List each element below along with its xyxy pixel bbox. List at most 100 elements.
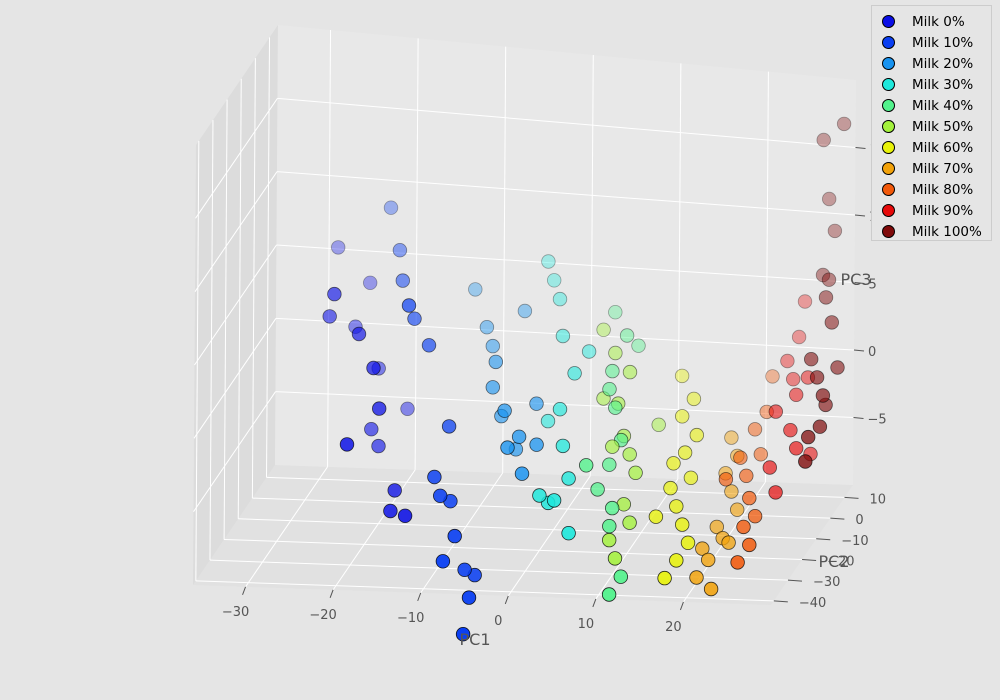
x-tick-mark: [592, 598, 597, 608]
legend-marker: [882, 15, 895, 28]
data-point: [392, 242, 408, 258]
data-point: [768, 404, 784, 419]
data-point: [468, 282, 483, 297]
data-point: [827, 223, 843, 239]
data-point: [608, 345, 623, 361]
z-tick-label: 5: [869, 278, 877, 293]
y-tick-mark: [844, 496, 859, 499]
data-point: [798, 454, 813, 469]
legend-marker: [882, 183, 895, 196]
data-point: [701, 552, 716, 568]
data-point: [372, 401, 387, 416]
legend-item: Milk 0%: [882, 11, 991, 32]
z-tick-mark: [855, 147, 866, 149]
data-point: [529, 437, 544, 452]
data-point: [683, 470, 699, 486]
data-point: [579, 458, 594, 473]
data-point: [602, 457, 617, 472]
legend-label: Milk 70%: [912, 160, 974, 177]
y-tick-label: −30: [813, 575, 840, 590]
data-point: [383, 503, 398, 519]
x-grid-floor: [595, 478, 679, 600]
x-tick-mark: [242, 586, 247, 595]
legend-item: Milk 70%: [882, 158, 991, 179]
data-point: [733, 450, 748, 465]
legend-label: Milk 50%: [912, 118, 974, 135]
y-grid-floor: [195, 580, 774, 602]
legend-label: Milk 0%: [912, 13, 965, 30]
data-point: [677, 445, 693, 460]
data-point: [724, 484, 739, 499]
data-point: [383, 200, 399, 215]
x-tick-label: −20: [309, 608, 336, 623]
data-point: [541, 254, 556, 269]
legend-label: Milk 80%: [912, 181, 974, 198]
data-point: [666, 456, 681, 471]
data-point: [789, 387, 804, 403]
data-point: [339, 437, 355, 452]
axis-panes: [193, 25, 856, 605]
data-points: [322, 116, 852, 642]
data-point: [601, 587, 617, 602]
data-point: [514, 466, 530, 481]
tick-marks: [242, 147, 866, 611]
x-tick-mark: [504, 595, 509, 605]
data-point: [363, 275, 378, 291]
data-point: [797, 294, 813, 309]
data-point: [455, 627, 471, 642]
data-point: [816, 132, 831, 148]
data-point: [818, 290, 834, 305]
x-tick-mark: [417, 592, 422, 602]
data-point: [485, 338, 501, 354]
x-tick-label: 10: [578, 617, 595, 632]
data-point: [622, 515, 637, 530]
data-point: [602, 519, 617, 534]
data-point: [686, 391, 702, 407]
z-grid-back: [276, 244, 855, 283]
data-point: [786, 372, 801, 387]
x-tick-mark: [679, 601, 684, 611]
data-point: [739, 468, 754, 484]
data-point: [567, 366, 582, 381]
data-point: [488, 354, 504, 370]
data-point: [602, 532, 617, 548]
data-point: [605, 500, 620, 516]
data-point: [581, 344, 597, 359]
z-grid-back: [275, 317, 855, 351]
back-pane: [275, 25, 856, 485]
legend-label: Milk 90%: [912, 202, 974, 219]
legend-label: Milk 30%: [912, 76, 974, 93]
data-point: [674, 368, 690, 384]
data-point: [622, 364, 638, 380]
data-point: [801, 429, 816, 445]
z-grid-side: [194, 171, 278, 292]
data-point: [435, 554, 451, 569]
data-point: [622, 447, 637, 462]
z-grid-side: [193, 318, 277, 439]
z-tick-mark: [854, 214, 866, 217]
data-point: [457, 562, 472, 578]
legend-marker: [882, 78, 895, 91]
y-tick-label: −10: [841, 534, 868, 549]
y-axis-label: PC2: [819, 552, 850, 571]
data-point: [331, 240, 346, 255]
data-point: [703, 581, 719, 597]
y-tick-mark: [816, 538, 831, 541]
legend-label: Milk 60%: [912, 139, 974, 156]
legend-item: Milk 100%: [882, 221, 991, 242]
data-point: [724, 430, 739, 445]
y-tick-mark: [773, 600, 788, 603]
data-point: [789, 441, 804, 456]
data-point: [532, 488, 547, 503]
data-point: [364, 422, 379, 437]
data-point: [815, 267, 831, 283]
data-point: [675, 517, 690, 532]
legend-item: Milk 40%: [882, 95, 991, 116]
z-grid-side: [193, 391, 276, 512]
y-tick-label: 0: [855, 513, 863, 528]
x-tick-label: −30: [222, 605, 249, 620]
y-tick-label: −20: [827, 554, 854, 569]
z-grid-back: [276, 171, 856, 216]
legend-marker: [882, 204, 895, 217]
